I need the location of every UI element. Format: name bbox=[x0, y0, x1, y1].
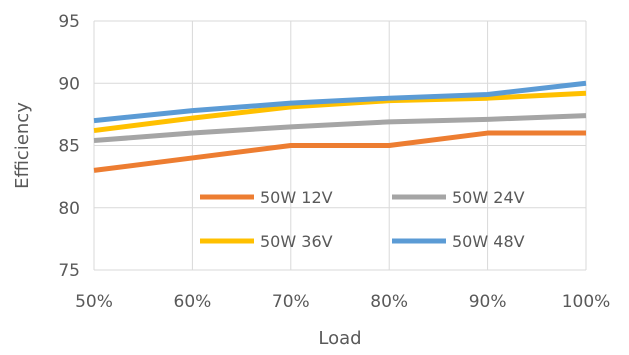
y-axis-ticks: 75 80 85 90 95 bbox=[58, 12, 80, 281]
x-tick-label: 80% bbox=[370, 292, 408, 312]
y-axis-title: Efficiency bbox=[12, 102, 33, 189]
series-lines bbox=[93, 80, 587, 173]
grid bbox=[93, 20, 587, 271]
legend-label: 50W 12V bbox=[260, 188, 333, 207]
legend-item: 50W 24V bbox=[392, 188, 525, 207]
x-axis-ticks: 50% 60% 70% 80% 90% 100% bbox=[75, 292, 610, 312]
y-tick-label: 80 bbox=[58, 199, 80, 219]
series-line-50w-36v bbox=[93, 90, 587, 134]
x-axis-title: Load bbox=[318, 328, 361, 349]
y-tick-label: 90 bbox=[58, 74, 80, 94]
x-tick-label: 100% bbox=[562, 292, 611, 312]
legend-item: 50W 48V bbox=[392, 232, 525, 251]
series-line-50w-12v bbox=[93, 130, 586, 173]
y-tick-label: 75 bbox=[58, 261, 80, 281]
legend-item: 50W 36V bbox=[200, 232, 333, 251]
y-tick-label: 95 bbox=[58, 12, 80, 32]
legend-label: 50W 24V bbox=[452, 188, 525, 207]
series-line-50w-48v bbox=[93, 80, 587, 124]
legend-label: 50W 48V bbox=[452, 232, 525, 251]
y-tick-label: 85 bbox=[58, 137, 80, 157]
legend-label: 50W 36V bbox=[260, 232, 333, 251]
legend-item: 50W 12V bbox=[200, 188, 333, 207]
x-tick-label: 50% bbox=[75, 292, 113, 312]
series-line-50w-24v bbox=[93, 113, 587, 144]
x-tick-label: 90% bbox=[469, 292, 507, 312]
x-tick-label: 60% bbox=[174, 292, 212, 312]
legend: 50W 12V 50W 24V 50W 36V 50W 48V bbox=[200, 188, 525, 251]
x-tick-label: 70% bbox=[272, 292, 310, 312]
